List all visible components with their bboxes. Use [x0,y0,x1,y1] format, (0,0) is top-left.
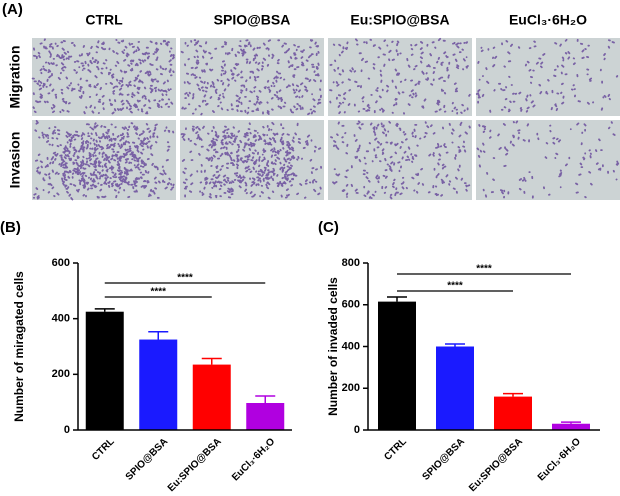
cells [475,38,619,113]
x-tick-label: Eu:SPIO@BSA [467,436,525,494]
cells [32,120,175,201]
error-bar [387,296,407,302]
cells [180,121,322,200]
x-tick-label: SPIO@BSA [420,436,467,483]
error-bar [255,395,276,404]
y-tick-label: 200 [342,382,360,394]
panel-label: (B) [0,219,21,236]
y-axis-label: Number of miragated cells [12,271,26,422]
error-bar [561,421,581,424]
y-tick-label: 200 [52,368,70,380]
x-tick-label: EuCl₃·6H₂O [536,436,583,483]
significance-label: **** [150,287,166,298]
bar [246,403,285,430]
bar [192,364,231,430]
y-tick-label: 400 [52,313,70,325]
y-axis-label: Number of invaded cells [326,277,340,416]
bar [552,423,590,430]
cells [330,120,471,200]
error-bar [94,308,115,312]
y-tick-label: 800 [342,257,360,269]
y-tick-label: 0 [64,424,70,436]
micrograph [476,120,620,200]
x-tick-label: EuCl₃·6H₂O [230,436,277,483]
column-header: SPIO@BSA [214,12,291,28]
micrograph [476,38,620,116]
column-header: EuCl₃·6H₂O [509,12,587,28]
x-tick-label: CTRL [90,436,117,463]
row-label: Invasion [7,132,23,189]
column-header: CTRL [85,12,123,28]
significance-label: **** [476,264,492,275]
error-bar [503,392,523,397]
y-tick-label: 600 [52,257,70,269]
significance-label: **** [177,273,193,284]
bar [139,339,178,430]
error-bar [201,357,222,365]
y-tick-label: 0 [354,424,360,436]
cells [329,37,471,115]
x-tick-label: SPIO@BSA [124,436,171,483]
panel-label: (C) [318,219,339,236]
panel-label: (A) [2,1,23,18]
cells [180,39,322,116]
column-header: Eu:SPIO@BSA [350,12,449,28]
y-tick-label: 600 [342,299,360,311]
x-tick-label: CTRL [382,436,409,463]
micrograph [180,38,324,116]
cells [31,38,175,115]
cells [476,120,620,199]
micrograph [328,120,472,200]
y-tick-label: 400 [342,340,360,352]
bar [494,396,532,430]
error-bar [148,330,169,340]
bar [378,301,416,430]
bar [85,311,124,430]
significance-label: **** [447,281,463,292]
bar [436,346,474,430]
error-bar [445,343,465,347]
x-tick-label: Eu:SPIO@BSA [166,436,224,494]
row-label: Migration [7,46,23,109]
